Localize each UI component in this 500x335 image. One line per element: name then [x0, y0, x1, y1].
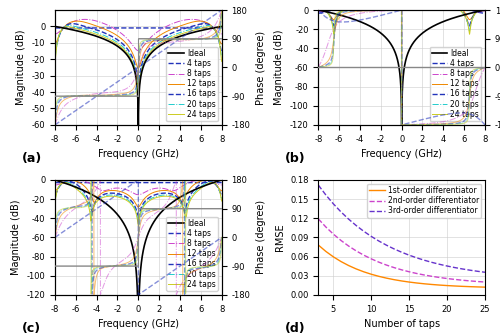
Y-axis label: Magnitude (dB): Magnitude (dB) — [274, 30, 284, 105]
1st-order differentiator — [474, 285, 480, 289]
2nd-order differentiator — [391, 266, 397, 270]
1st-order differentiator — [391, 278, 397, 282]
2nd-order differentiator — [482, 280, 488, 284]
2nd-order differentiator — [316, 217, 322, 221]
Text: (b): (b) — [285, 152, 306, 165]
3rd-order differentiator — [436, 262, 442, 266]
1st-order differentiator — [406, 280, 412, 284]
1st-order differentiator — [414, 281, 420, 285]
1st-order differentiator — [436, 283, 442, 287]
1st-order differentiator — [444, 283, 450, 287]
1st-order differentiator — [330, 255, 336, 259]
3rd-order differentiator — [398, 250, 404, 254]
2nd-order differentiator — [467, 279, 473, 283]
1st-order differentiator — [467, 285, 473, 289]
1st-order differentiator — [422, 282, 428, 286]
2nd-order differentiator — [323, 225, 329, 229]
2nd-order differentiator — [346, 244, 352, 248]
3rd-order differentiator — [330, 202, 336, 206]
2nd-order differentiator — [368, 257, 374, 261]
Line: 1st-order differentiator: 1st-order differentiator — [318, 245, 485, 287]
X-axis label: Frequency (GHz): Frequency (GHz) — [361, 149, 442, 159]
3rd-order differentiator — [361, 229, 367, 233]
Line: 2nd-order differentiator: 2nd-order differentiator — [318, 219, 485, 282]
Y-axis label: Magnitude (dB): Magnitude (dB) — [16, 30, 26, 105]
2nd-order differentiator — [460, 278, 466, 282]
3rd-order differentiator — [384, 243, 390, 247]
1st-order differentiator — [460, 284, 466, 288]
3rd-order differentiator — [353, 223, 359, 227]
2nd-order differentiator — [474, 279, 480, 283]
2nd-order differentiator — [384, 263, 390, 267]
Legend: Ideal, 4 taps, 8 taps, 12 taps, 16 taps, 20 taps, 24 taps: Ideal, 4 taps, 8 taps, 12 taps, 16 taps,… — [430, 47, 481, 121]
1st-order differentiator — [482, 285, 488, 289]
Legend: 1st-order differentiator, 2nd-order differentiator, 3rd-order differentiator: 1st-order differentiator, 2nd-order diff… — [367, 184, 481, 218]
Line: 3rd-order differentiator: 3rd-order differentiator — [318, 185, 485, 272]
Y-axis label: Phase (degree): Phase (degree) — [256, 200, 266, 274]
1st-order differentiator — [398, 279, 404, 283]
1st-order differentiator — [429, 282, 435, 286]
Legend: Ideal, 4 taps, 8 taps, 12 taps, 16 taps, 20 taps, 24 taps: Ideal, 4 taps, 8 taps, 12 taps, 16 taps,… — [166, 47, 218, 121]
2nd-order differentiator — [376, 260, 382, 264]
1st-order differentiator — [452, 284, 458, 288]
X-axis label: Frequency (GHz): Frequency (GHz) — [98, 149, 179, 159]
3rd-order differentiator — [346, 217, 352, 221]
1st-order differentiator — [346, 264, 352, 268]
2nd-order differentiator — [406, 270, 412, 274]
2nd-order differentiator — [361, 253, 367, 257]
1st-order differentiator — [338, 260, 344, 264]
X-axis label: Number of taps: Number of taps — [364, 319, 440, 329]
3rd-order differentiator — [422, 258, 428, 262]
3rd-order differentiator — [414, 256, 420, 260]
3rd-order differentiator — [467, 268, 473, 272]
Text: (c): (c) — [22, 322, 41, 335]
1st-order differentiator — [323, 250, 329, 254]
2nd-order differentiator — [338, 239, 344, 243]
2nd-order differentiator — [422, 273, 428, 277]
2nd-order differentiator — [353, 249, 359, 253]
3rd-order differentiator — [429, 260, 435, 264]
3rd-order differentiator — [323, 193, 329, 197]
3rd-order differentiator — [406, 253, 412, 257]
2nd-order differentiator — [444, 276, 450, 280]
2nd-order differentiator — [330, 232, 336, 236]
Text: (a): (a) — [22, 152, 42, 165]
X-axis label: Frequency (GHz): Frequency (GHz) — [98, 319, 179, 329]
1st-order differentiator — [316, 243, 322, 247]
1st-order differentiator — [376, 274, 382, 278]
3rd-order differentiator — [391, 247, 397, 251]
3rd-order differentiator — [452, 266, 458, 270]
3rd-order differentiator — [376, 239, 382, 243]
2nd-order differentiator — [436, 275, 442, 279]
1st-order differentiator — [353, 267, 359, 271]
1st-order differentiator — [368, 272, 374, 276]
3rd-order differentiator — [482, 270, 488, 274]
2nd-order differentiator — [452, 277, 458, 281]
Y-axis label: Phase (degree): Phase (degree) — [256, 30, 266, 105]
3rd-order differentiator — [460, 267, 466, 271]
2nd-order differentiator — [414, 271, 420, 275]
2nd-order differentiator — [398, 268, 404, 272]
Legend: Ideal, 4 taps, 8 taps, 12 taps, 16 taps, 20 taps, 24 taps: Ideal, 4 taps, 8 taps, 12 taps, 16 taps,… — [166, 216, 218, 291]
Y-axis label: RMSE: RMSE — [274, 223, 284, 251]
2nd-order differentiator — [429, 274, 435, 278]
3rd-order differentiator — [368, 234, 374, 239]
3rd-order differentiator — [316, 183, 322, 187]
3rd-order differentiator — [338, 210, 344, 214]
1st-order differentiator — [384, 276, 390, 280]
3rd-order differentiator — [474, 269, 480, 273]
3rd-order differentiator — [444, 264, 450, 268]
1st-order differentiator — [361, 270, 367, 274]
Text: (d): (d) — [285, 322, 306, 335]
Y-axis label: Magnitude (dB): Magnitude (dB) — [11, 200, 21, 275]
